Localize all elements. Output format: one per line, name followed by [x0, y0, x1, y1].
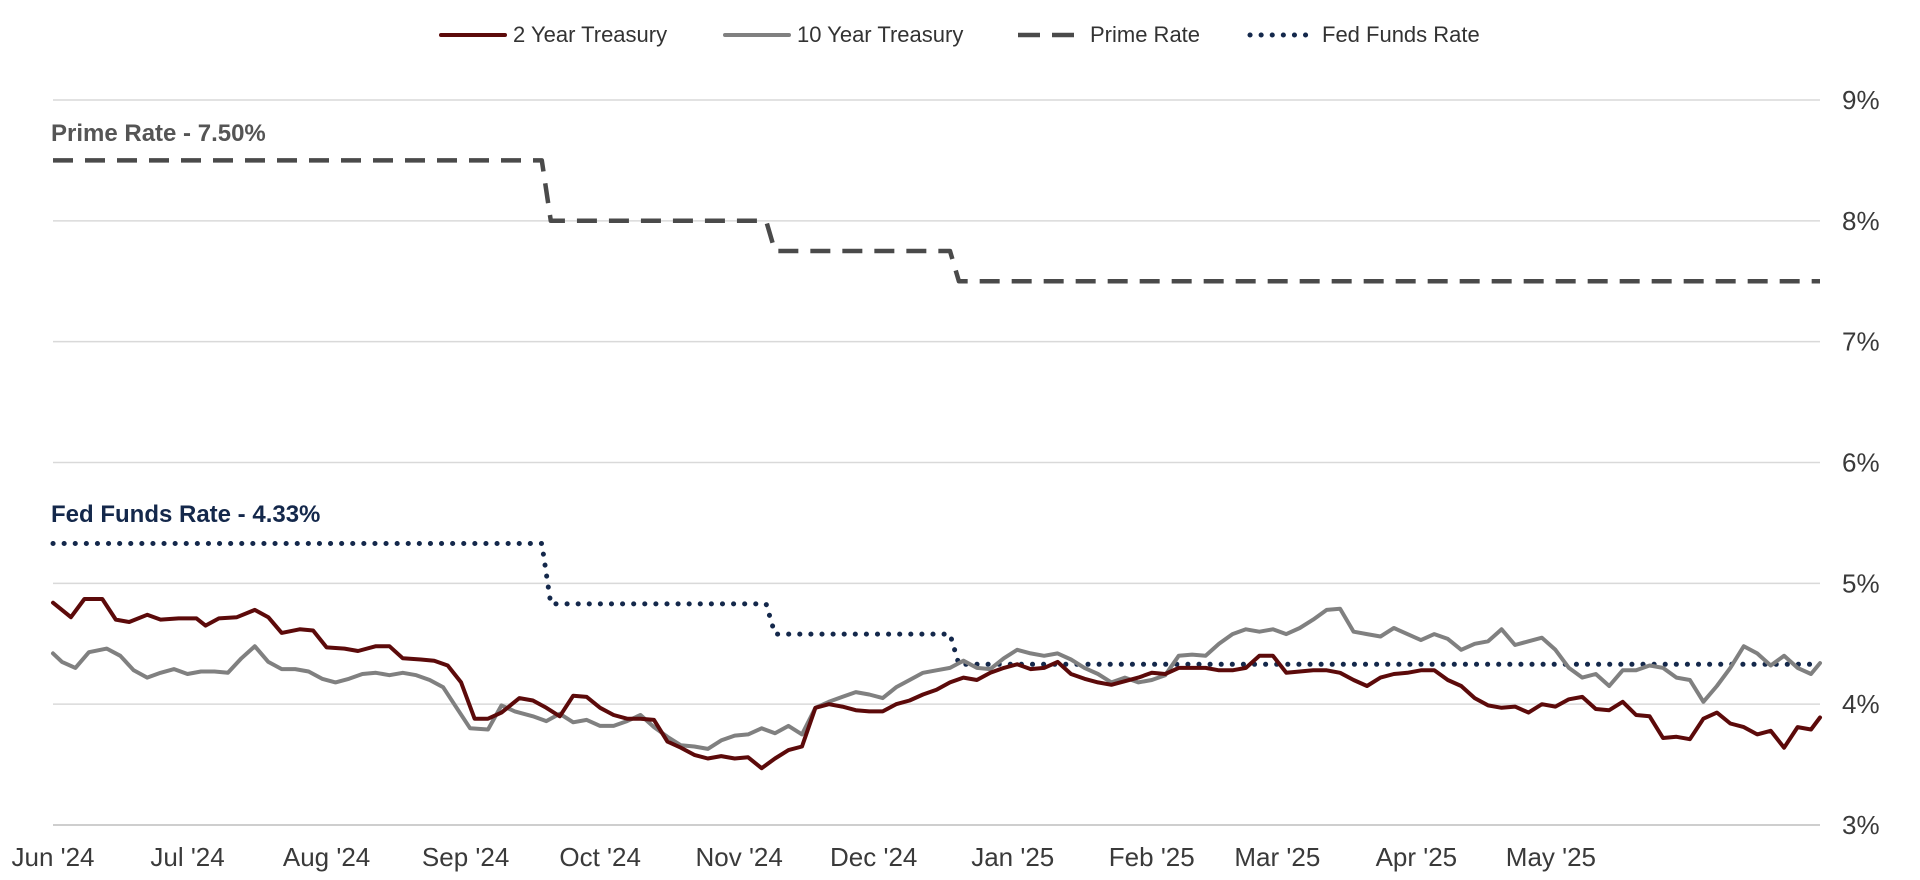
legend-item-prime-rate: Prime Rate — [1018, 22, 1200, 47]
series-line-fed-funds-rate — [50, 541, 1823, 667]
series-layer — [50, 158, 1823, 771]
x-tick-label: Jan '25 — [971, 842, 1054, 872]
x-tick-label: Dec '24 — [830, 842, 917, 872]
y-tick-label: 6% — [1842, 448, 1880, 478]
legend-label: 2 Year Treasury — [513, 22, 667, 47]
legend-label: Fed Funds Rate — [1322, 22, 1480, 47]
legend-label: Prime Rate — [1090, 22, 1200, 47]
legend-item-fed-funds-rate: Fed Funds Rate — [1247, 22, 1480, 47]
x-tick-label: Oct '24 — [559, 842, 641, 872]
x-tick-label: Jun '24 — [11, 842, 94, 872]
y-tick-label: 3% — [1842, 810, 1880, 840]
y-axis: 9% 8% 7% 6% 5% 4% 3% — [1842, 85, 1880, 840]
x-tick-label: Jul '24 — [150, 842, 224, 872]
x-axis: Jun '24 Jul '24 Aug '24 Sep '24 Oct '24 Nov '… — [11, 842, 1596, 872]
legend-label: 10 Year Treasury — [797, 22, 963, 47]
x-tick-label: Mar '25 — [1234, 842, 1320, 872]
y-tick-label: 9% — [1842, 85, 1880, 115]
y-tick-label: 8% — [1842, 206, 1880, 236]
series-line-2-year-treasury — [51, 597, 1822, 771]
y-tick-label: 7% — [1842, 327, 1880, 357]
y-tick-label: 5% — [1842, 568, 1880, 598]
legend-item-10-year-treasury: 10 Year Treasury — [723, 22, 963, 47]
series-line-prime-rate — [53, 158, 1820, 284]
gridlines — [53, 99, 1820, 826]
series-line-10-year-treasury — [51, 606, 1822, 751]
legend-item-2-year-treasury: 2 Year Treasury — [439, 22, 667, 47]
legend: 2 Year Treasury 10 Year Treasury Prime Rat… — [439, 22, 1480, 47]
y-tick-label: 4% — [1842, 689, 1880, 719]
x-tick-label: Sep '24 — [422, 842, 509, 872]
x-tick-label: Feb '25 — [1109, 842, 1195, 872]
x-tick-label: May '25 — [1506, 842, 1596, 872]
x-tick-label: Aug '24 — [283, 842, 370, 872]
prime-rate-annotation: Prime Rate - 7.50% — [51, 120, 266, 147]
x-tick-label: Nov '24 — [695, 842, 782, 872]
x-tick-label: Apr '25 — [1376, 842, 1458, 872]
fed-funds-annotation: Fed Funds Rate - 4.33% — [51, 501, 320, 528]
